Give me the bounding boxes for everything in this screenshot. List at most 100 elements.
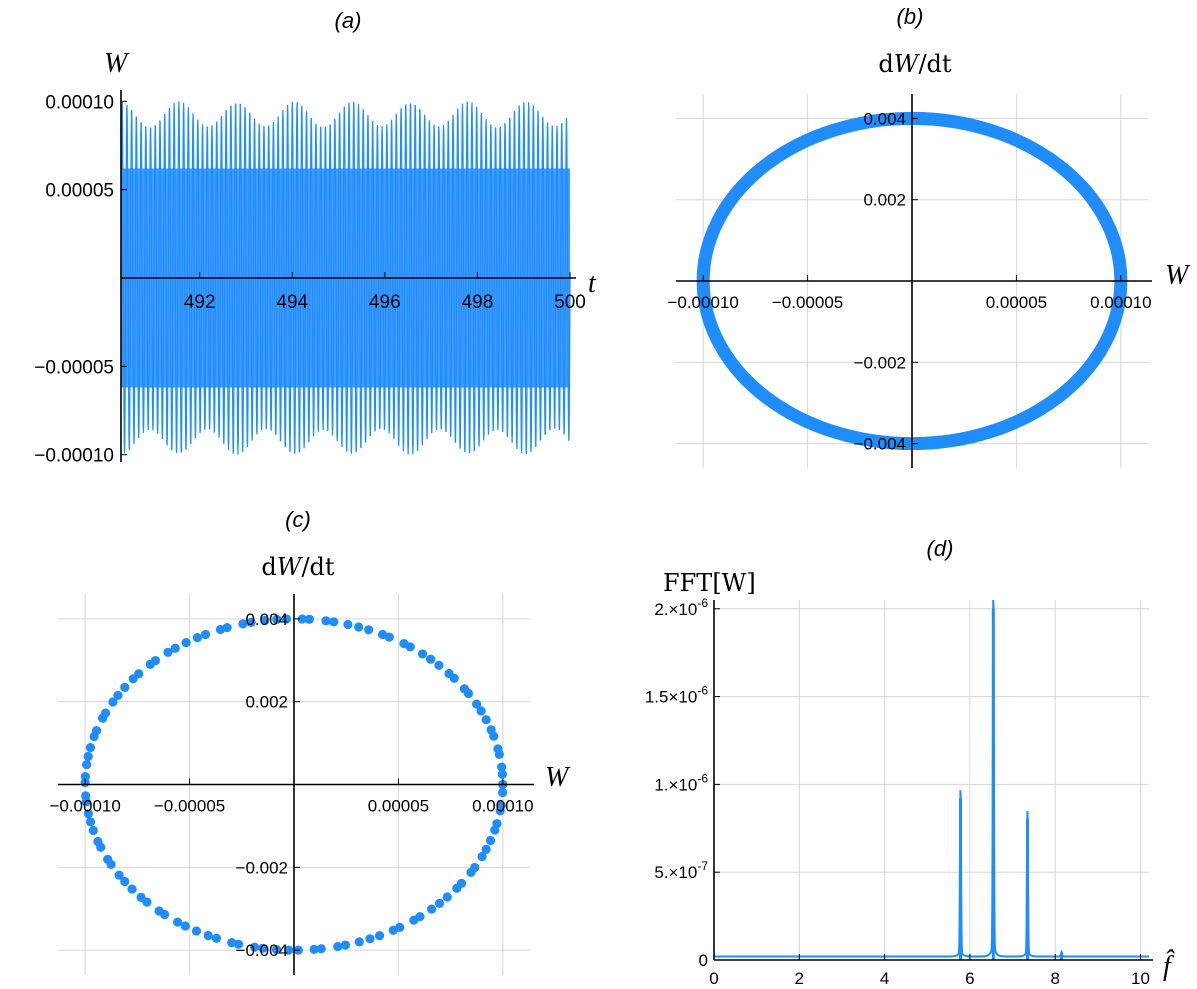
panel-c-point: [142, 897, 152, 907]
panel-c-point: [170, 643, 180, 653]
panel-a-x-tick-label: 498: [462, 292, 494, 313]
panel-d-x-tick-label: 4: [880, 969, 889, 988]
panel-c-point: [284, 945, 294, 955]
panel-c-point: [120, 682, 130, 692]
panel-b-x-ticks: −0.00010 −0.00005 0.00005 0.00010: [667, 275, 1152, 312]
panel-c-point: [481, 715, 491, 725]
panel-c-point: [88, 825, 98, 836]
panel-a-x-tick-label: 496: [369, 292, 401, 313]
panel-d-x-ticks: 0 2 4 6 8 10: [709, 954, 1150, 988]
panel-a-y-tick-label: 0.00010: [45, 92, 114, 113]
panel-c-point: [81, 797, 91, 807]
panel-c-point: [215, 624, 226, 635]
panel-c-y-ticks: 0.004 0.002 −0.002 −0.004: [236, 610, 300, 960]
panel-d-y-tick-label: 1.5×10-6: [645, 684, 708, 707]
panel-c-point: [89, 731, 99, 742]
panel-c-point: [426, 654, 436, 664]
panel-c-point: [477, 851, 487, 862]
panel-c-point: [470, 862, 480, 873]
panel-c-point: [281, 614, 292, 624]
panel-c-point: [203, 930, 213, 941]
panel-b-x-tick-label: 0.00005: [986, 293, 1047, 312]
panel-a-y-ticks: 0.00010 0.00005 −0.00005 −0.00010: [34, 92, 127, 467]
panel-c-y-tick-label: 0.004: [245, 610, 288, 629]
panel-c-point: [120, 876, 130, 887]
panel-b-x-tick-label: −0.00010: [667, 293, 738, 312]
panel-a-y-tick-label: 0.00005: [45, 181, 114, 202]
panel-d-ylabel: FFT[W]: [663, 569, 756, 597]
panel-b-y-tick-label: 0.002: [863, 191, 906, 210]
panel-a: (a) W t 492 494 496 498 500 0.00010 0.00005 −0…: [34, 8, 597, 467]
panel-c-series: [80, 614, 508, 955]
panel-c-point: [496, 800, 506, 810]
panel-d-y-tick-label: 1.×10-6: [654, 771, 708, 794]
panel-c-title: (c): [285, 507, 311, 532]
panel-d-spectrum-line: [714, 599, 1149, 958]
panel-c-point: [159, 909, 170, 920]
panel-c-point: [497, 762, 507, 772]
panel-c-point: [493, 744, 503, 754]
panel-c-point: [128, 674, 138, 684]
panel-c-point: [272, 614, 282, 625]
panel-c-point: [106, 859, 116, 870]
panel-c-point: [442, 892, 452, 902]
panel-c-point: [249, 942, 260, 952]
panel-c-point: [316, 944, 326, 954]
panel-c-point: [83, 751, 93, 762]
panel-c-point: [399, 639, 409, 649]
panel-c-point: [444, 668, 454, 679]
panel-c-point: [365, 934, 375, 944]
panel-c: (c) dW/dt W −0.00010 −0.00005 0.00005 0.000…: [49, 507, 571, 975]
panel-c-point: [85, 817, 96, 827]
panel-c-point: [127, 884, 137, 894]
panel-b-y-tick-label: −0.004: [854, 435, 906, 454]
panel-c-y-tick-label: 0.002: [245, 693, 288, 712]
panel-c-point: [486, 725, 496, 735]
panel-c-point: [309, 944, 319, 954]
panel-d-series: [714, 599, 1149, 960]
panel-d-x-tick-label: 10: [1131, 969, 1150, 988]
panel-c-point: [459, 684, 470, 694]
panel-c-point: [260, 615, 270, 626]
panel-b-ylabel: dW/dt: [878, 50, 951, 78]
panel-c-point: [145, 659, 155, 669]
panel-c-x-ticks: −0.00010 −0.00005 0.00005 0.00010: [49, 778, 534, 816]
panel-c-point: [498, 787, 508, 798]
panel-c-point: [340, 940, 351, 950]
panel-c-point: [96, 842, 106, 852]
panel-d-x-tick-label: 0: [709, 969, 718, 988]
panel-a-title: (a): [335, 8, 362, 33]
panel-b-y-tick-label: 0.004: [863, 109, 906, 128]
panel-c-point: [173, 917, 183, 927]
panel-b-y-ticks: 0.004 0.002 −0.002 −0.004: [854, 109, 918, 454]
panel-c-point: [98, 713, 108, 723]
panel-d-y-tick-label: 2.×10-6: [654, 596, 708, 619]
panel-b: (b) dW/dt W −0.00010 −0.00005 0.00005 0.000…: [667, 4, 1191, 468]
panel-c-y-tick-label: −0.004: [236, 941, 288, 960]
panel-c-xlabel: W: [545, 762, 571, 793]
panel-c-point: [304, 614, 314, 624]
panel-d: (d) FFT[W] f̂ 0 2 4 6 8 10 2.×10-6 1.5×10-6 1.×…: [645, 536, 1175, 988]
panel-c-point: [415, 912, 425, 922]
panel-c-point: [377, 629, 388, 640]
panel-c-point: [481, 844, 491, 855]
panel-c-point: [456, 878, 467, 888]
panel-c-x-tick-label: −0.00010: [49, 797, 120, 816]
panel-c-x-tick-label: 0.00005: [368, 797, 429, 816]
panel-c-point: [364, 625, 374, 635]
panel-c-point: [343, 619, 353, 630]
panel-a-x-tick-label: 500: [554, 292, 586, 313]
panel-c-point: [354, 937, 364, 947]
panel-c-point: [82, 760, 92, 770]
panel-c-point: [417, 649, 428, 659]
panel-c-point: [333, 941, 343, 952]
panel-a-axes: [120, 90, 576, 462]
panel-a-x-tick-label: 492: [184, 292, 216, 313]
panel-c-point: [108, 697, 118, 707]
panel-d-x-tick-label: 6: [965, 969, 974, 988]
panel-c-point: [83, 809, 94, 819]
panel-b-x-tick-label: 0.00010: [1090, 293, 1151, 312]
panel-c-x-tick-label: 0.00010: [472, 797, 533, 816]
panel-c-point: [238, 619, 248, 629]
